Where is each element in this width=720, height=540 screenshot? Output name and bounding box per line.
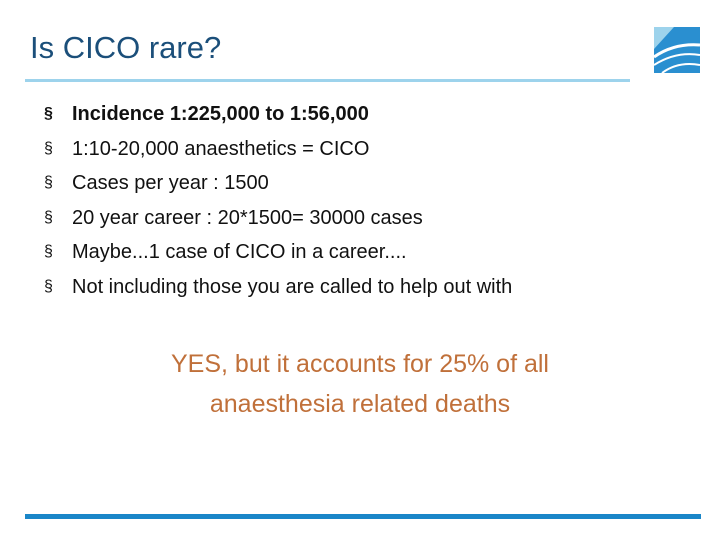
bullet-item: Incidence 1:225,000 to 1:56,000	[44, 97, 512, 132]
slide-title: Is CICO rare?	[30, 30, 222, 65]
title-rule	[25, 79, 630, 82]
callout-line: YES, but it accounts for 25% of all	[171, 350, 549, 378]
logo	[654, 27, 700, 73]
bullet-item: 1:10-20,000 anaesthetics = CICO	[44, 132, 512, 167]
callout-line: anaesthesia related deaths	[209, 390, 511, 418]
bullet-item: Cases per year : 1500	[44, 166, 512, 201]
bullet-item: Not including those you are called to he…	[44, 270, 512, 305]
bullet-item: 20 year career : 20*1500= 30000 cases	[44, 201, 512, 236]
callout: YES, but it accounts for 25% of all anae…	[130, 344, 590, 424]
footer-bar	[25, 514, 701, 519]
bullet-item: Maybe...1 case of CICO in a career....	[44, 235, 512, 270]
bullet-list: Incidence 1:225,000 to 1:56,0001:10-20,0…	[44, 97, 512, 305]
